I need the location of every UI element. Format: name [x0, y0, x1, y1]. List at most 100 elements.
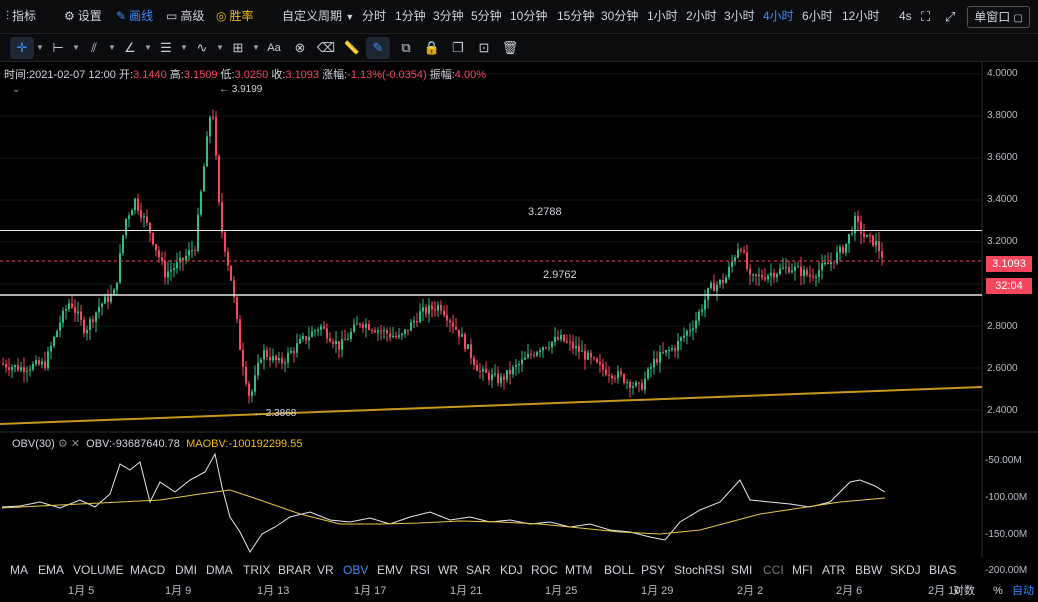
period-7[interactable]: 1小时 [647, 9, 678, 23]
lock-icon[interactable]: 🔒 [423, 40, 441, 55]
crosshair-icon[interactable]: ✛ [10, 37, 34, 59]
caret-icon[interactable]: ▼ [252, 43, 260, 52]
measure-icon[interactable]: ⊞ [232, 40, 244, 55]
close-icon[interactable]: ✕ [70, 438, 81, 450]
indicator-tab-stochrsi[interactable]: StochRSI [674, 563, 725, 577]
angle-icon[interactable]: ∠ [124, 40, 136, 55]
copy-icon[interactable]: ❐ [452, 40, 464, 55]
window-icon: ▢ [1013, 13, 1023, 24]
caret-icon[interactable]: ▼ [180, 43, 188, 52]
candle-body [596, 358, 598, 363]
indicator-tab-volume[interactable]: VOLUME [73, 563, 124, 577]
candle-body [848, 234, 850, 244]
period-0[interactable]: 分时 [362, 9, 387, 23]
period-2[interactable]: 3分钟 [433, 9, 464, 23]
candle-body [227, 251, 229, 266]
period-3[interactable]: 5分钟 [471, 9, 502, 23]
trend-lines-icon[interactable]: ⫽ [91, 40, 97, 55]
period-5[interactable]: 15分钟 [557, 9, 595, 23]
candle-body [179, 257, 181, 263]
ruler-icon[interactable]: 📏 [343, 40, 361, 55]
caret-icon[interactable]: ▼ [108, 43, 116, 52]
caret-icon[interactable]: ▼ [216, 43, 224, 52]
advanced-button[interactable]: ▭ 高级 [166, 0, 204, 33]
indicator-tab-wr[interactable]: WR [438, 563, 458, 577]
candle-body [302, 336, 304, 339]
indicator-tab-rsi[interactable]: RSI [410, 563, 431, 577]
indicator-tab-roc[interactable]: ROC [531, 563, 558, 577]
indicator-tab-mtm[interactable]: MTM [565, 563, 593, 577]
candle-body [725, 277, 727, 284]
settings-button[interactable]: ⚙ 设置 [64, 0, 102, 33]
window-mode-button[interactable]: 单窗口 ▢ [967, 6, 1030, 28]
period-8[interactable]: 2小时 [686, 9, 717, 23]
candle-body [239, 319, 241, 350]
candle-body [317, 329, 319, 331]
indicators-button[interactable]: ⫶ 指标 [6, 0, 36, 33]
log-scale-toggle[interactable]: 对数 [953, 585, 975, 597]
auto-scale-toggle[interactable]: 自动 [1012, 585, 1034, 597]
caret-icon[interactable]: ▼ [72, 43, 80, 52]
indicator-tab-dmi[interactable]: DMI [175, 563, 197, 577]
period-1[interactable]: 1分钟 [395, 9, 426, 23]
magnet-icon[interactable]: ✎ [366, 37, 390, 59]
period-11[interactable]: 6小时 [802, 9, 833, 23]
candle-body [173, 268, 175, 270]
indicator-tab-cci[interactable]: CCI [763, 563, 784, 577]
period-12[interactable]: 12小时 [842, 9, 880, 23]
percent-scale-toggle[interactable]: % [993, 585, 1003, 597]
indicator-tab-emv[interactable]: EMV [377, 563, 404, 577]
indicator-tab-bbw[interactable]: BBW [855, 563, 883, 577]
winrate-button[interactable]: ◎ 胜率 [216, 0, 254, 33]
custom-period-dropdown[interactable]: 自定义周期 ▼ [282, 9, 355, 23]
expand-icon[interactable]: ⤢ [945, 9, 956, 24]
brush-icon[interactable]: ⌫ [316, 40, 336, 55]
candle-body [95, 312, 97, 322]
indicator-tab-vr[interactable]: VR [317, 563, 334, 577]
candle-body [131, 210, 133, 216]
trash-icon[interactable]: 🗑 [501, 40, 519, 55]
candle-body [59, 322, 61, 331]
indicator-tab-kdj[interactable]: KDJ [500, 563, 523, 577]
indicator-tab-sar[interactable]: SAR [466, 563, 491, 577]
indicator-tab-mfi[interactable]: MFI [792, 563, 813, 577]
indicator-tab-ema[interactable]: EMA [38, 563, 65, 577]
period-4[interactable]: 10分钟 [510, 9, 548, 23]
caret-icon[interactable]: ▼ [36, 43, 44, 52]
fullscreen-icon[interactable]: ⛶ [921, 9, 931, 24]
low-mark: ← 2.3868 [253, 408, 297, 419]
chart-canvas[interactable] [0, 62, 1038, 558]
candle-body [488, 372, 490, 380]
candle-body [269, 357, 271, 361]
date-tick: 1月 13 [257, 585, 290, 597]
indicator-tab-ma[interactable]: MA [10, 563, 28, 577]
hide-drawings-icon[interactable]: ⊡ [478, 40, 490, 55]
indicator-tab-brar[interactable]: BRAR [278, 563, 312, 577]
period-6[interactable]: 30分钟 [601, 9, 639, 23]
text-icon[interactable]: Aa [267, 42, 281, 54]
show-hide-icon[interactable]: ⧉ [401, 40, 411, 55]
caret-icon[interactable]: ▼ [144, 43, 152, 52]
indicator-tab-smi[interactable]: SMI [731, 563, 753, 577]
candle-body [140, 210, 142, 218]
collapse-legend-icon[interactable]: ⌄ [12, 84, 21, 95]
indicator-tab-trix[interactable]: TRIX [243, 563, 271, 577]
indicator-tab-psy[interactable]: PSY [641, 563, 666, 577]
indicator-tab-dma[interactable]: DMA [206, 563, 233, 577]
candle-body [455, 326, 457, 330]
indicator-tab-boll[interactable]: BOLL [604, 563, 635, 577]
pattern-icon[interactable]: ⊗ [294, 40, 306, 55]
indicator-tab-obv[interactable]: OBV [343, 563, 369, 577]
draw-button[interactable]: ✎ 画线 [116, 0, 153, 33]
candle-body [776, 273, 778, 278]
period-9[interactable]: 3小时 [724, 9, 755, 23]
indicator-tab-atr[interactable]: ATR [822, 563, 846, 577]
indicator-tab-bias[interactable]: BIAS [929, 563, 957, 577]
settings-icon[interactable]: ⚙ [57, 438, 68, 450]
wave-icon[interactable]: ∿ [196, 40, 208, 55]
horizontal-line-icon[interactable]: ⊢ [52, 40, 64, 55]
indicator-tab-skdj[interactable]: SKDJ [890, 563, 921, 577]
channel-icon[interactable]: ☰ [160, 40, 172, 55]
indicator-tab-macd[interactable]: MACD [130, 563, 166, 577]
period-10[interactable]: 4小时 [763, 9, 794, 23]
